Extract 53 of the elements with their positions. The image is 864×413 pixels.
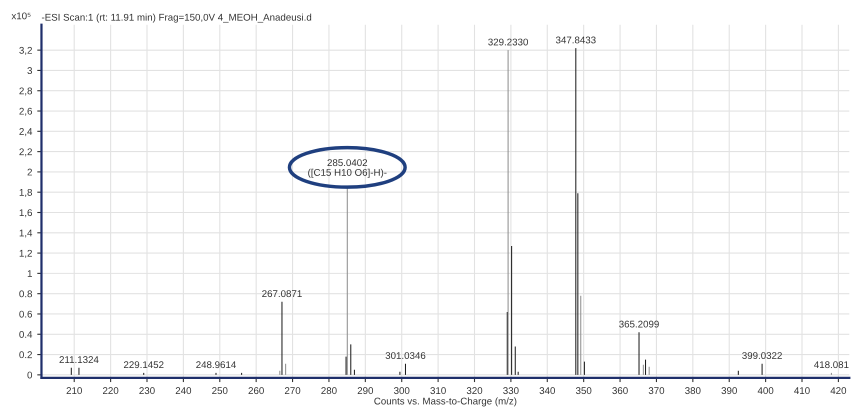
y-tick-label: 0.2 — [19, 351, 32, 358]
x-tick-label: 310 — [430, 387, 446, 394]
x-tick-label: 410 — [794, 387, 810, 394]
x-tick-label: 220 — [102, 387, 118, 394]
y-tick-label: 2,8 — [19, 87, 32, 96]
y-tick-label: 1 — [28, 270, 32, 277]
y-tick-label: 0 — [27, 372, 32, 378]
y-tick-label: 2,2 — [19, 148, 32, 156]
annotation: 267.0871 — [262, 290, 302, 298]
annotation: 229.1452 — [124, 361, 164, 368]
y-tick-label: 2,6 — [19, 108, 32, 116]
x-tick-label: 260 — [248, 387, 264, 394]
annotation: 301.0346 — [386, 352, 426, 359]
annotation: 399.0322 — [742, 352, 782, 359]
annotation: 329.2330 — [488, 38, 528, 46]
annotation: 365.2099 — [619, 320, 659, 328]
x-tick-label: 370 — [648, 387, 664, 394]
x-tick-label: 270 — [284, 387, 300, 394]
annotation: 211.1324 — [60, 356, 99, 364]
chart-title: -ESI Scan:1 (rt: 11.91 min) Frag=150,0V 4_MEOH_Anadeusi.d — [42, 14, 312, 23]
x-tick-label: 420 — [830, 387, 846, 394]
x-axis-title: Counts vs. Mass-to-Charge (m/z) — [374, 397, 516, 406]
x-tick-label: 250 — [212, 387, 228, 394]
x-tick-label: 280 — [321, 387, 337, 394]
y-tick-label: 0.4 — [19, 330, 32, 338]
y-tick-label: 3,2 — [19, 46, 32, 55]
x-tick-label: 230 — [139, 387, 155, 394]
annotation: 418.081 — [814, 361, 849, 368]
x-tick-label: 360 — [612, 387, 628, 394]
x-tick-label: 320 — [466, 387, 482, 394]
y-tick-label: 1,4 — [20, 230, 32, 238]
x-tick-label: 390 — [721, 387, 737, 394]
y-tick-label: 2 — [28, 168, 32, 176]
x-tick-label: 350 — [576, 387, 592, 394]
x-tick-label: 300 — [394, 387, 410, 394]
x-tick-label: 240 — [176, 387, 192, 394]
y-tick-label: 1,8 — [20, 188, 32, 197]
y-tick-label: 1,2 — [20, 250, 32, 258]
y-tick-label: 0.6 — [19, 310, 32, 318]
x-tick-label: 290 — [358, 387, 374, 394]
y-axis-title: x10⁵ — [12, 12, 31, 20]
annotation: 285.0402 ([C15 H10 O6]-H)- — [308, 159, 387, 178]
annotation: 248.9614 — [196, 361, 236, 368]
x-tick-label: 330 — [503, 387, 519, 394]
y-tick-label: 2,4 — [19, 128, 32, 136]
x-tick-label: 380 — [685, 387, 701, 394]
y-tick-label: 1,6 — [20, 209, 32, 218]
x-tick-label: 340 — [540, 387, 556, 394]
x-tick-label: 210 — [66, 387, 82, 394]
annotation: 347.8433 — [556, 36, 596, 44]
y-tick-label: 3 — [27, 67, 32, 74]
y-tick-label: 0.8 — [19, 290, 32, 298]
x-tick-label: 400 — [758, 387, 774, 394]
